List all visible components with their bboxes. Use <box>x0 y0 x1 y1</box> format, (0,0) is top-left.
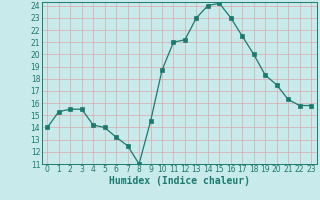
X-axis label: Humidex (Indice chaleur): Humidex (Indice chaleur) <box>109 176 250 186</box>
